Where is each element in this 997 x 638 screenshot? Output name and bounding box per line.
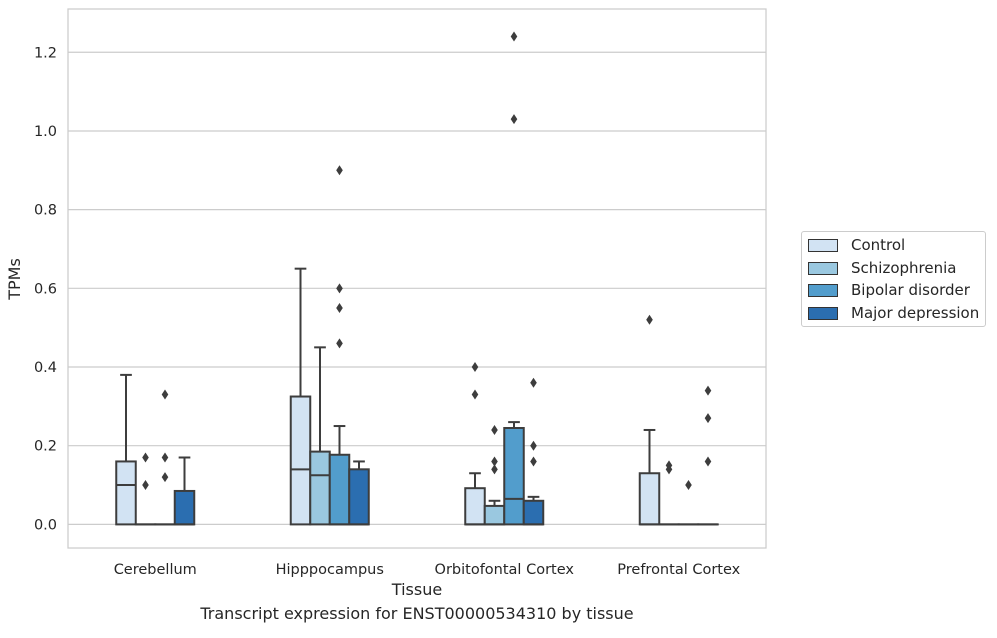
box-body <box>291 397 311 525</box>
y-tick-label: 0.0 <box>34 517 57 533</box>
chart-caption: Transcript expression for ENST0000053431… <box>0 604 834 623</box>
y-tick-label: 1.2 <box>34 45 57 61</box>
legend-label-control: Control <box>851 236 905 254</box>
box-body <box>465 488 485 524</box>
legend-label-bipolar-disorder: Bipolar disorder <box>851 281 970 299</box>
x-tick-label: Cerebellum <box>114 562 197 578</box>
box-body <box>485 506 505 524</box>
plot-area <box>68 9 766 548</box>
box-body <box>640 473 660 524</box>
y-tick-label: 1.0 <box>34 124 57 140</box>
y-tick-label: 0.4 <box>34 360 57 376</box>
y-tick-label: 0.8 <box>34 203 57 219</box>
legend-item-bipolar-disorder: Bipolar disorder <box>808 280 970 300</box>
box-body <box>175 491 195 524</box>
legend: Control Schizophrenia Bipolar disorder M… <box>801 231 986 327</box>
legend-item-control: Control <box>808 235 905 255</box>
box-body <box>349 469 369 524</box>
legend-swatch-major-depression <box>808 307 838 320</box>
legend-swatch-schizophrenia <box>808 262 838 275</box>
legend-item-schizophrenia: Schizophrenia <box>808 258 956 278</box>
box-body <box>524 501 544 525</box>
box-body <box>310 452 330 525</box>
legend-label-major-depression: Major depression <box>851 304 979 322</box>
box-body <box>504 428 524 524</box>
box-body <box>116 461 136 524</box>
box-1-3 <box>349 461 369 524</box>
legend-swatch-control <box>808 239 838 252</box>
box-body <box>330 455 350 525</box>
x-tick-label: Orbitofontal Cortex <box>435 562 575 578</box>
y-tick-label: 0.2 <box>34 439 57 455</box>
x-tick-label: Prefrontal Cortex <box>617 562 740 578</box>
legend-label-schizophrenia: Schizophrenia <box>851 259 956 277</box>
x-axis-label: Tissue <box>391 580 442 599</box>
x-tick-labels: Cerebellum Hipppocampus Orbitofontal Corte… <box>114 562 741 578</box>
y-tick-labels: 0.0 0.2 0.4 0.6 0.8 1.0 1.2 <box>34 45 57 533</box>
y-axis-label: TPMs <box>5 258 24 301</box>
legend-swatch-bipolar-disorder <box>808 284 838 297</box>
y-tick-label: 0.6 <box>34 281 57 297</box>
x-tick-label: Hipppocampus <box>276 562 384 578</box>
legend-item-major-depression: Major depression <box>808 303 979 323</box>
